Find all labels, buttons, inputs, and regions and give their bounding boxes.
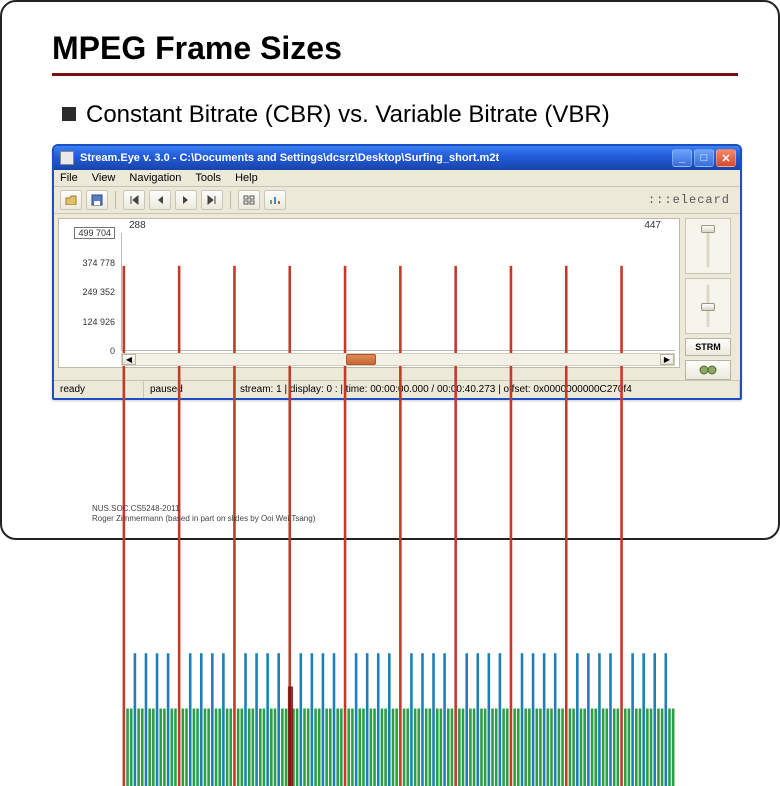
toolbar-save-icon[interactable] <box>86 190 108 210</box>
slide-footer: NUS.SOC.CS5248-2011 Roger Zimmermann (ba… <box>92 504 315 524</box>
minimize-button[interactable]: _ <box>672 149 692 167</box>
footer-line1: NUS.SOC.CS5248-2011 <box>92 504 315 514</box>
app-window: Stream.Eye v. 3.0 - C:\Documents and Set… <box>52 144 742 400</box>
titlebar[interactable]: Stream.Eye v. 3.0 - C:\Documents and Set… <box>54 146 740 170</box>
chart-scrollbar[interactable]: ◀ ▶ <box>121 353 675 366</box>
bullet-text: Constant Bitrate (CBR) vs. Variable Bitr… <box>86 100 610 130</box>
menubar: File View Navigation Tools Help <box>54 170 740 187</box>
toolbar-last-icon[interactable] <box>201 190 223 210</box>
chart-y-axis: 499 704374 778249 352124 9260 <box>59 233 119 351</box>
title-rule <box>52 73 738 76</box>
bullet-item: Constant Bitrate (CBR) vs. Variable Bitr… <box>62 100 738 130</box>
close-button[interactable]: ✕ <box>716 149 736 167</box>
menu-help[interactable]: Help <box>235 172 258 184</box>
scroll-right-icon[interactable]: ▶ <box>660 354 674 365</box>
chart-plot-area[interactable] <box>121 233 675 351</box>
menu-file[interactable]: File <box>60 172 78 184</box>
strm-button[interactable]: STRM <box>685 338 731 356</box>
toolbar-open-icon[interactable] <box>60 190 82 210</box>
chart-start-index: 288 <box>129 220 146 231</box>
brand-label: :::elecard <box>648 193 734 207</box>
toolbar: :::elecard <box>54 187 740 214</box>
zoom-slider-top[interactable] <box>685 218 731 274</box>
footer-line2: Roger Zimmermann (based in part on slide… <box>92 514 315 524</box>
scroll-thumb[interactable] <box>346 354 376 365</box>
slide-title: MPEG Frame Sizes <box>52 30 738 67</box>
toolbar-prev-icon[interactable] <box>149 190 171 210</box>
binoculars-button[interactable] <box>685 360 731 380</box>
zoom-slider-bottom[interactable] <box>685 278 731 334</box>
maximize-button[interactable]: □ <box>694 149 714 167</box>
side-panel: STRM <box>680 218 736 380</box>
menu-view[interactable]: View <box>92 172 116 184</box>
toolbar-next-icon[interactable] <box>175 190 197 210</box>
chart-end-index: 447 <box>644 220 661 231</box>
menu-navigation[interactable]: Navigation <box>129 172 181 184</box>
toolbar-grid-icon[interactable] <box>238 190 260 210</box>
toolbar-bars-icon[interactable] <box>264 190 286 210</box>
toolbar-first-icon[interactable] <box>123 190 145 210</box>
window-title: Stream.Eye v. 3.0 - C:\Documents and Set… <box>80 152 666 164</box>
menu-tools[interactable]: Tools <box>195 172 221 184</box>
bullet-square-icon <box>62 107 76 121</box>
app-icon <box>60 151 74 165</box>
scroll-left-icon[interactable]: ◀ <box>122 354 136 365</box>
frame-size-chart: 288 447 499 704374 778249 352124 9260 ◀ … <box>58 218 680 368</box>
